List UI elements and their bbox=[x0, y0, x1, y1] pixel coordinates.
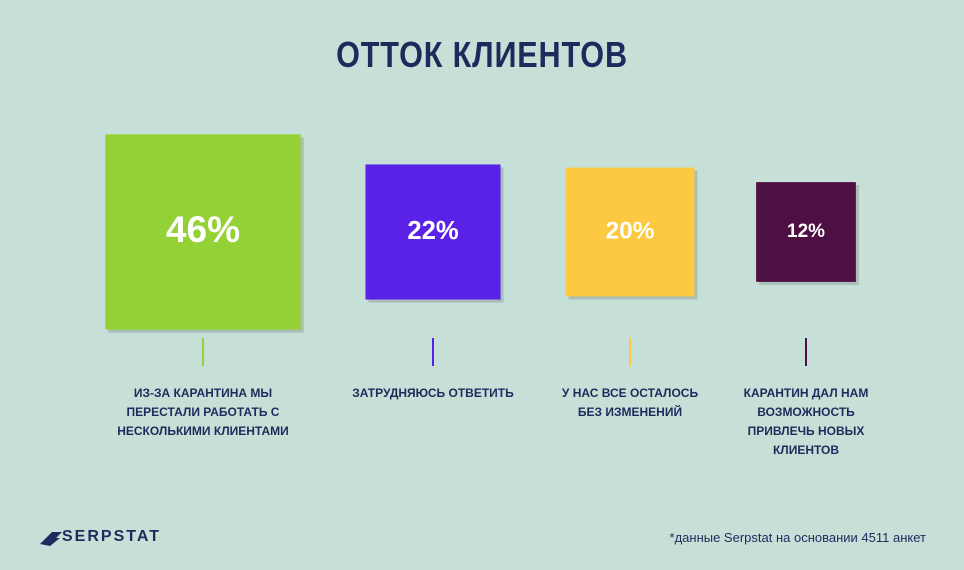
square bbox=[756, 182, 856, 282]
category-label: КАРАНТИН ДАЛ НАМ ВОЗМОЖНОСТЬ ПРИВЛЕЧЬ НО… bbox=[743, 386, 869, 457]
value-label: 12% bbox=[787, 221, 825, 242]
brand: SERPSTAT bbox=[62, 528, 161, 545]
category-label: У НАС ВСЕ ОСТАЛОСЬ БЕЗ ИЗМЕНЕНИЙ bbox=[561, 386, 699, 419]
category-label: ИЗ-ЗА КАРАНТИНА МЫ ПЕРЕСТАЛИ РАБОТАТЬ С … bbox=[117, 386, 289, 438]
brand-logo bbox=[40, 532, 62, 546]
footnote: *данные Serpstat на основании 4511 анкет bbox=[669, 530, 926, 545]
square bbox=[105, 134, 301, 330]
value-label: 20% bbox=[606, 217, 655, 244]
square bbox=[365, 164, 501, 300]
category-label: ЗАТРУДНЯЮСЬ ОТВЕТИТЬ bbox=[352, 386, 514, 400]
value-label: 22% bbox=[407, 217, 459, 245]
chart-title: ОТТОК КЛИЕНТОВ bbox=[336, 34, 628, 75]
square bbox=[565, 167, 695, 297]
value-label: 46% bbox=[166, 208, 240, 250]
